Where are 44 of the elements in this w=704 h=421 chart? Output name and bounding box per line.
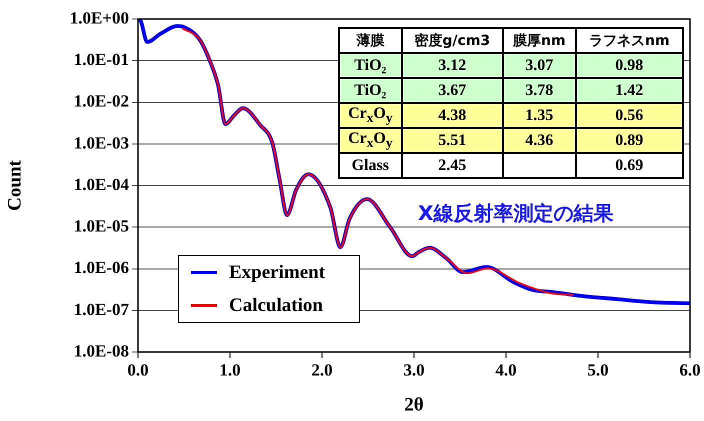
annotation: 4.38 — [402, 103, 503, 128]
annotation: Glass — [339, 153, 402, 178]
x-tick-label: 5.0 — [587, 360, 609, 380]
y-tick-label: 1.0E-04 — [74, 174, 130, 194]
x-tick-label: 2.0 — [311, 360, 333, 380]
y-axis-title: Count — [4, 159, 26, 211]
annotation: 1.35 — [502, 103, 576, 128]
x-tick-label: 1.0 — [219, 360, 241, 380]
x-tick-label: 3.0 — [403, 360, 425, 380]
annotation: X線反射率測定の結果 — [418, 200, 614, 227]
annotation: 4.36 — [502, 128, 576, 153]
x-tick-label: 0.0 — [127, 360, 149, 380]
annotation: 密度g/cm3 — [402, 28, 503, 53]
y-tick-label: 1.0E-03 — [74, 133, 129, 152]
legend-label: Calculation — [229, 294, 323, 316]
y-tick-label: 1.0E+00 — [70, 8, 129, 28]
x-axis-title: 2θ — [404, 394, 424, 416]
annotation: 2.45 — [402, 153, 503, 178]
annotation: 1.42 — [576, 78, 683, 103]
y-tick-label: 1.0E-08 — [74, 341, 129, 360]
annotation: 3.78 — [502, 78, 576, 103]
annotation: 0.56 — [576, 103, 683, 128]
x-tick-label: 4.0 — [495, 360, 517, 380]
y-tick-label: 1.0E-07 — [74, 300, 130, 319]
y-tick-label: 1.0E-06 — [74, 258, 129, 278]
annotation: TiO₂ — [339, 78, 402, 103]
annotation: 膜厚nm — [502, 28, 576, 53]
y-tick-label: 1.0E-02 — [74, 92, 129, 111]
y-tick-label: 1.0E-05 — [74, 216, 129, 236]
legend-label: Experiment — [229, 262, 326, 284]
annotation: ラフネスnm — [576, 28, 683, 53]
annotation: Cr$_{x}$O$_{y}$ — [339, 128, 402, 153]
annotation: Cr$_{x}$O$_{y}$ — [339, 103, 402, 128]
annotation: 3.67 — [402, 78, 503, 103]
x-tick-label: 6.0 — [679, 360, 701, 380]
annotation: 薄膜 — [339, 28, 402, 53]
annotation: TiO₂ — [339, 53, 402, 78]
annotation: 0.98 — [576, 53, 683, 78]
y-tick-label: 1.0E-01 — [74, 50, 129, 70]
annotation: 3.07 — [502, 53, 576, 78]
annotation: 0.69 — [576, 153, 683, 178]
annotation: 3.12 — [402, 53, 503, 78]
annotation: 5.51 — [402, 128, 503, 153]
annotation: 0.89 — [576, 128, 683, 153]
